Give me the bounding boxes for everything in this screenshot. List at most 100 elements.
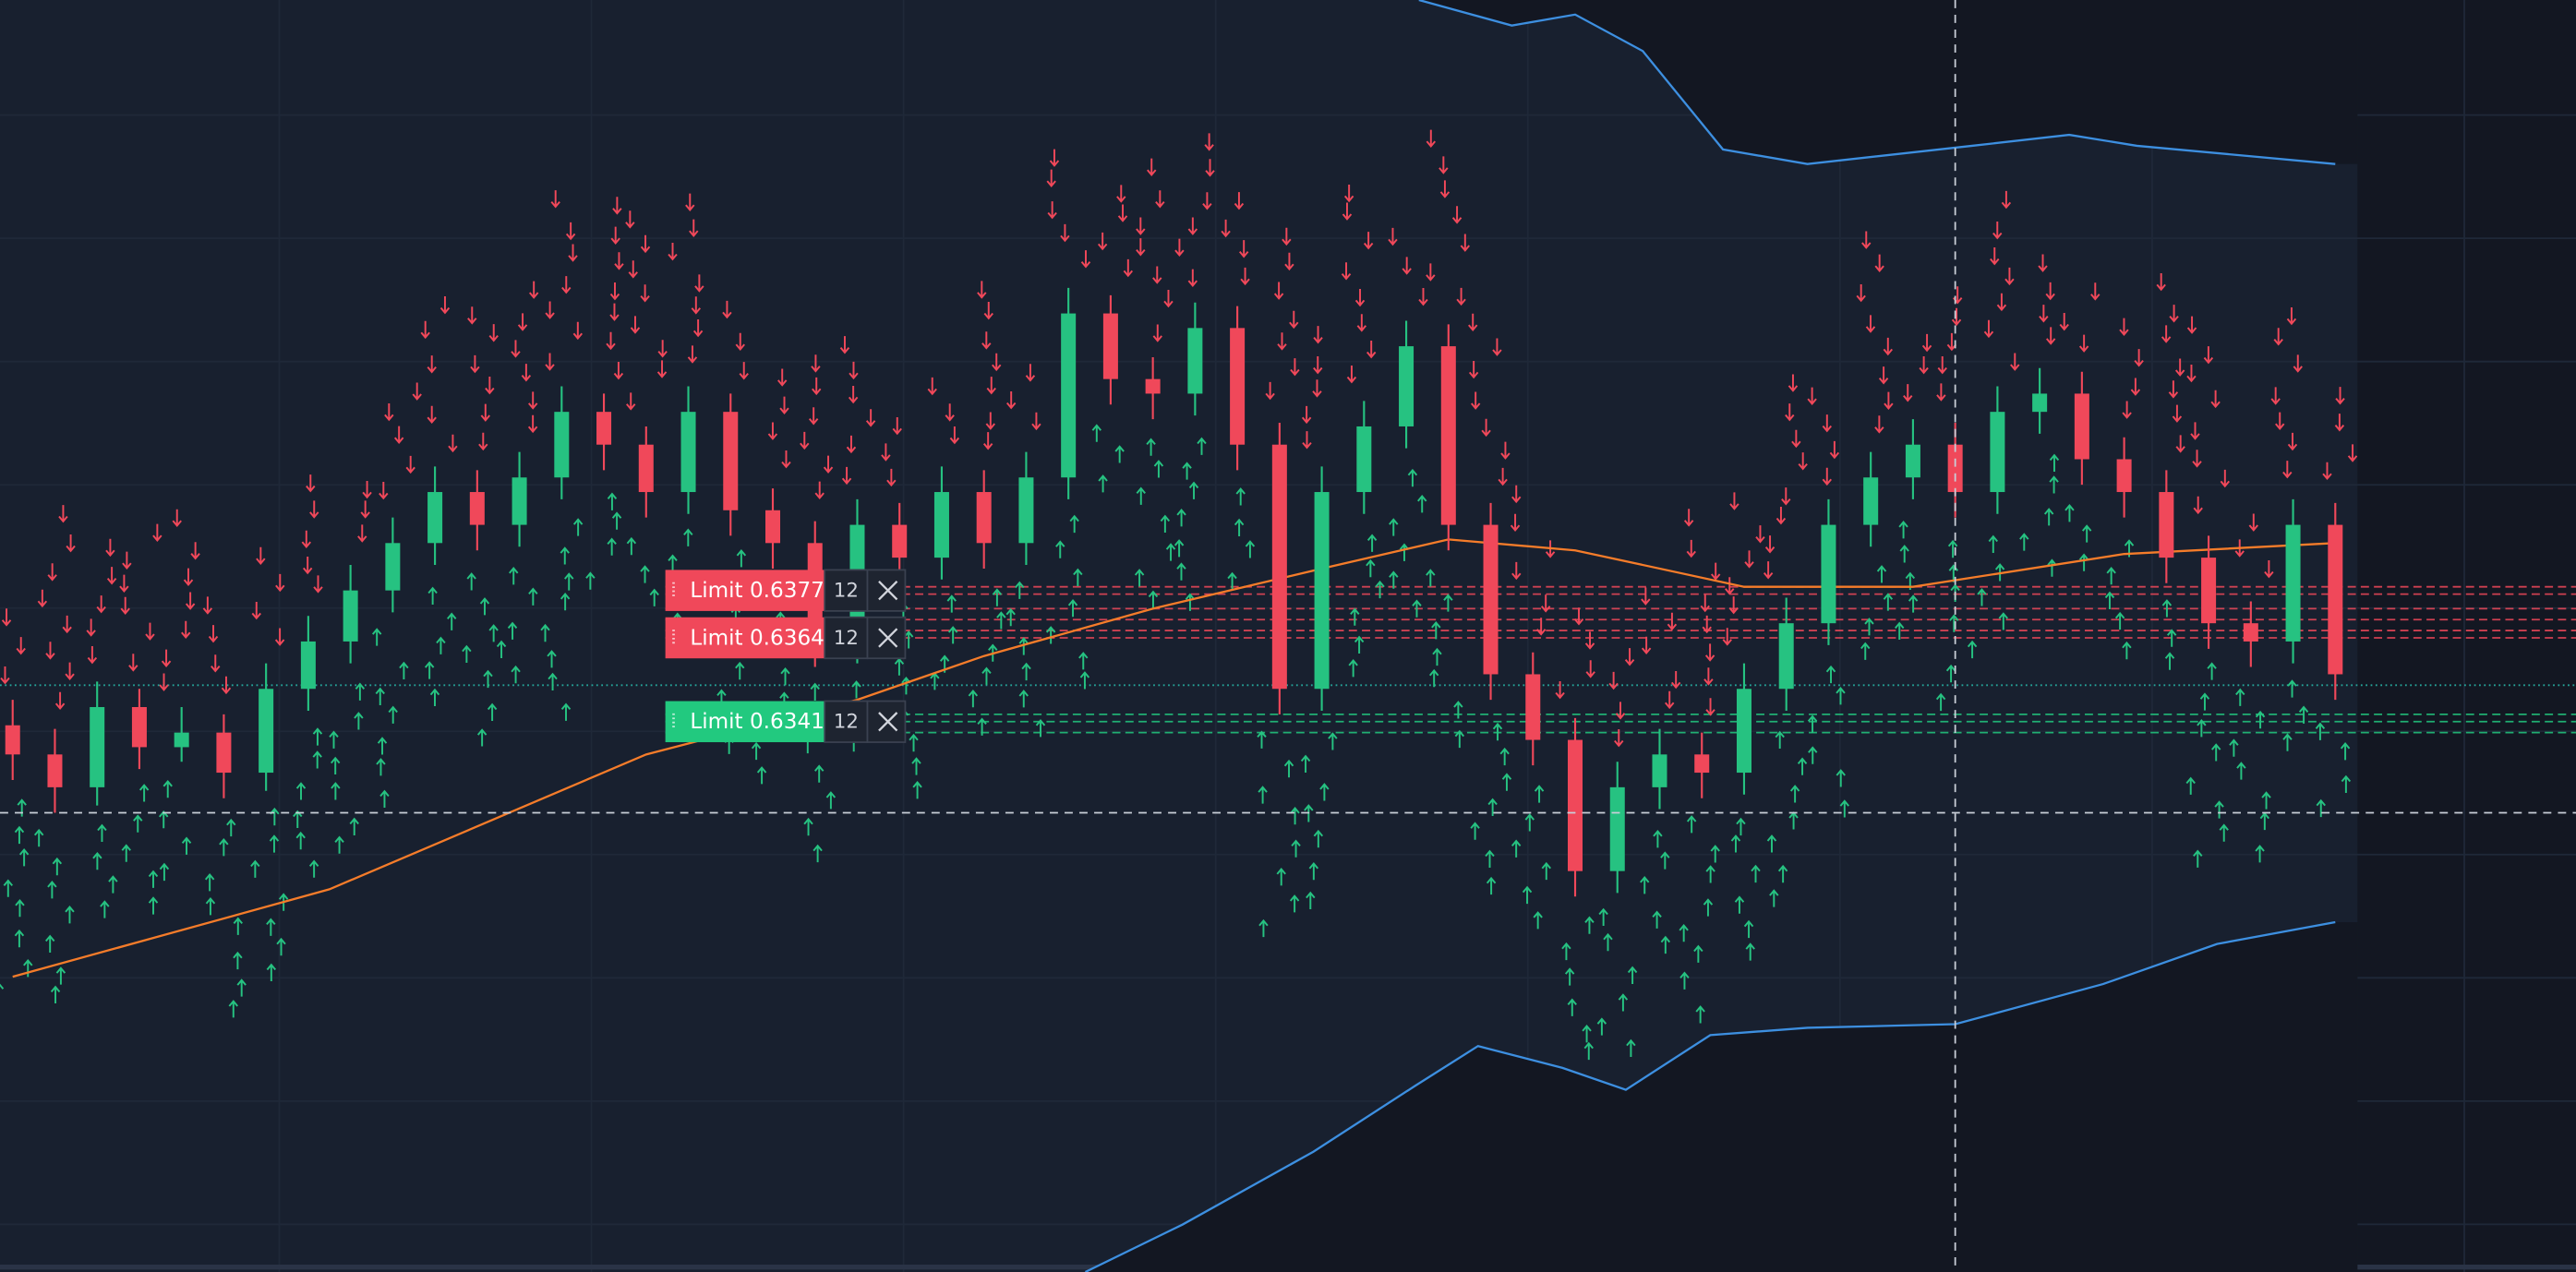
candle-body: [385, 543, 401, 591]
sell-arrow: [986, 377, 996, 395]
buy-arrow: [528, 587, 538, 606]
buy-arrow: [295, 831, 306, 850]
order-qty-box: [824, 700, 869, 743]
buy-arrow: [2219, 823, 2229, 842]
sell-arrow: [1883, 337, 1893, 356]
candle-body: [1863, 477, 1879, 525]
buy-arrow: [295, 782, 307, 800]
buy-arrow: [1045, 626, 1056, 644]
buy-arrow: [1653, 829, 1663, 848]
buy-arrow: [1899, 545, 1909, 563]
sell-arrow: [1313, 355, 1323, 375]
sell-arrow: [1510, 513, 1521, 533]
sell-arrow: [977, 281, 987, 299]
buy-arrow: [1626, 1038, 1636, 1058]
sell-arrow: [814, 481, 825, 500]
sell-arrow: [811, 354, 821, 373]
order-cancel-button[interactable]: [866, 569, 907, 612]
order-tag: [665, 570, 825, 611]
sell-arrow: [609, 303, 620, 321]
buy-arrow: [2261, 791, 2271, 810]
sell-arrow: [2186, 364, 2197, 383]
sell-arrow: [2190, 422, 2200, 440]
order-qty: 12: [834, 627, 859, 650]
buy-arrow: [981, 666, 992, 685]
candle-body: [2285, 524, 2301, 642]
sell-arrow: [2001, 190, 2012, 210]
buy-arrow: [204, 872, 215, 892]
buy-arrow: [946, 594, 957, 613]
buy-arrow: [1949, 614, 1959, 632]
buy-arrow: [1751, 864, 1761, 883]
sell-arrow: [1683, 509, 1694, 527]
buy-arrow: [2236, 762, 2246, 780]
buy-arrow: [560, 702, 572, 721]
sell-arrow: [1346, 366, 1357, 384]
sell-arrow: [528, 391, 538, 410]
buy-arrow: [2197, 719, 2207, 738]
sell-arrow: [1402, 257, 1412, 275]
buy-arrow: [1431, 620, 1441, 640]
sell-arrow: [1097, 232, 1108, 251]
candle-body: [638, 444, 654, 493]
sell-arrow: [1686, 539, 1696, 558]
buy-arrow: [1188, 481, 1199, 499]
buy-arrow: [977, 717, 987, 736]
candle-body: [1905, 444, 1920, 478]
sell-arrow: [1798, 452, 1808, 471]
buy-arrow: [399, 661, 409, 680]
sell-arrow: [2004, 267, 2015, 286]
order-cancel-button[interactable]: [866, 700, 907, 743]
sell-arrow: [841, 466, 852, 486]
candle-body: [216, 732, 232, 774]
sell-arrow: [808, 407, 819, 426]
sell-arrow: [981, 331, 992, 350]
buy-arrow: [547, 650, 557, 668]
sell-arrow: [839, 336, 850, 354]
sell-arrow: [301, 530, 311, 549]
buy-arrow: [735, 661, 745, 680]
candle-body: [1568, 739, 1583, 871]
buy-arrow: [560, 592, 571, 611]
sell-arrow: [120, 596, 130, 616]
candle-body: [1694, 754, 1710, 774]
sell-arrow: [2174, 358, 2185, 377]
buy-arrow: [1988, 534, 1998, 553]
sell-arrow: [306, 474, 316, 493]
buy-arrow: [1492, 722, 1503, 741]
candle-body: [47, 754, 63, 787]
candle-body: [1018, 477, 1034, 544]
signal-arrows: [0, 129, 2358, 1061]
buy-arrow: [3, 879, 13, 897]
buy-arrow: [236, 978, 247, 997]
candle-body: [174, 732, 189, 748]
sell-arrow: [2130, 378, 2141, 396]
buy-arrow: [2235, 688, 2245, 706]
sell-arrow: [1468, 313, 1478, 332]
sell-arrow: [0, 666, 10, 685]
order-cancel-button[interactable]: [866, 616, 907, 660]
sell-arrow: [545, 353, 555, 371]
buy-arrow: [911, 757, 921, 775]
buy-arrow: [1743, 919, 1754, 939]
sell-arrow: [1, 608, 12, 627]
buy-arrow: [509, 567, 519, 585]
buy-arrow: [121, 844, 131, 862]
buy-arrow: [1389, 570, 1399, 589]
sell-arrow: [1937, 356, 1947, 375]
sell-arrow: [1363, 232, 1374, 250]
buy-arrow: [376, 758, 386, 776]
candle-body: [1483, 524, 1499, 675]
sell-arrow: [781, 450, 791, 469]
buy-arrow: [1660, 851, 1670, 870]
candle-body: [1947, 444, 1963, 493]
order-qty: 12: [834, 580, 859, 603]
sell-arrow: [640, 284, 650, 303]
sell-arrow: [208, 625, 219, 643]
sell-arrow: [485, 376, 495, 395]
buy-arrow: [1148, 590, 1159, 608]
buy-arrow: [427, 586, 438, 605]
buy-arrow: [1079, 671, 1090, 690]
buy-arrow: [1876, 565, 1887, 583]
buy-arrow: [487, 702, 498, 722]
